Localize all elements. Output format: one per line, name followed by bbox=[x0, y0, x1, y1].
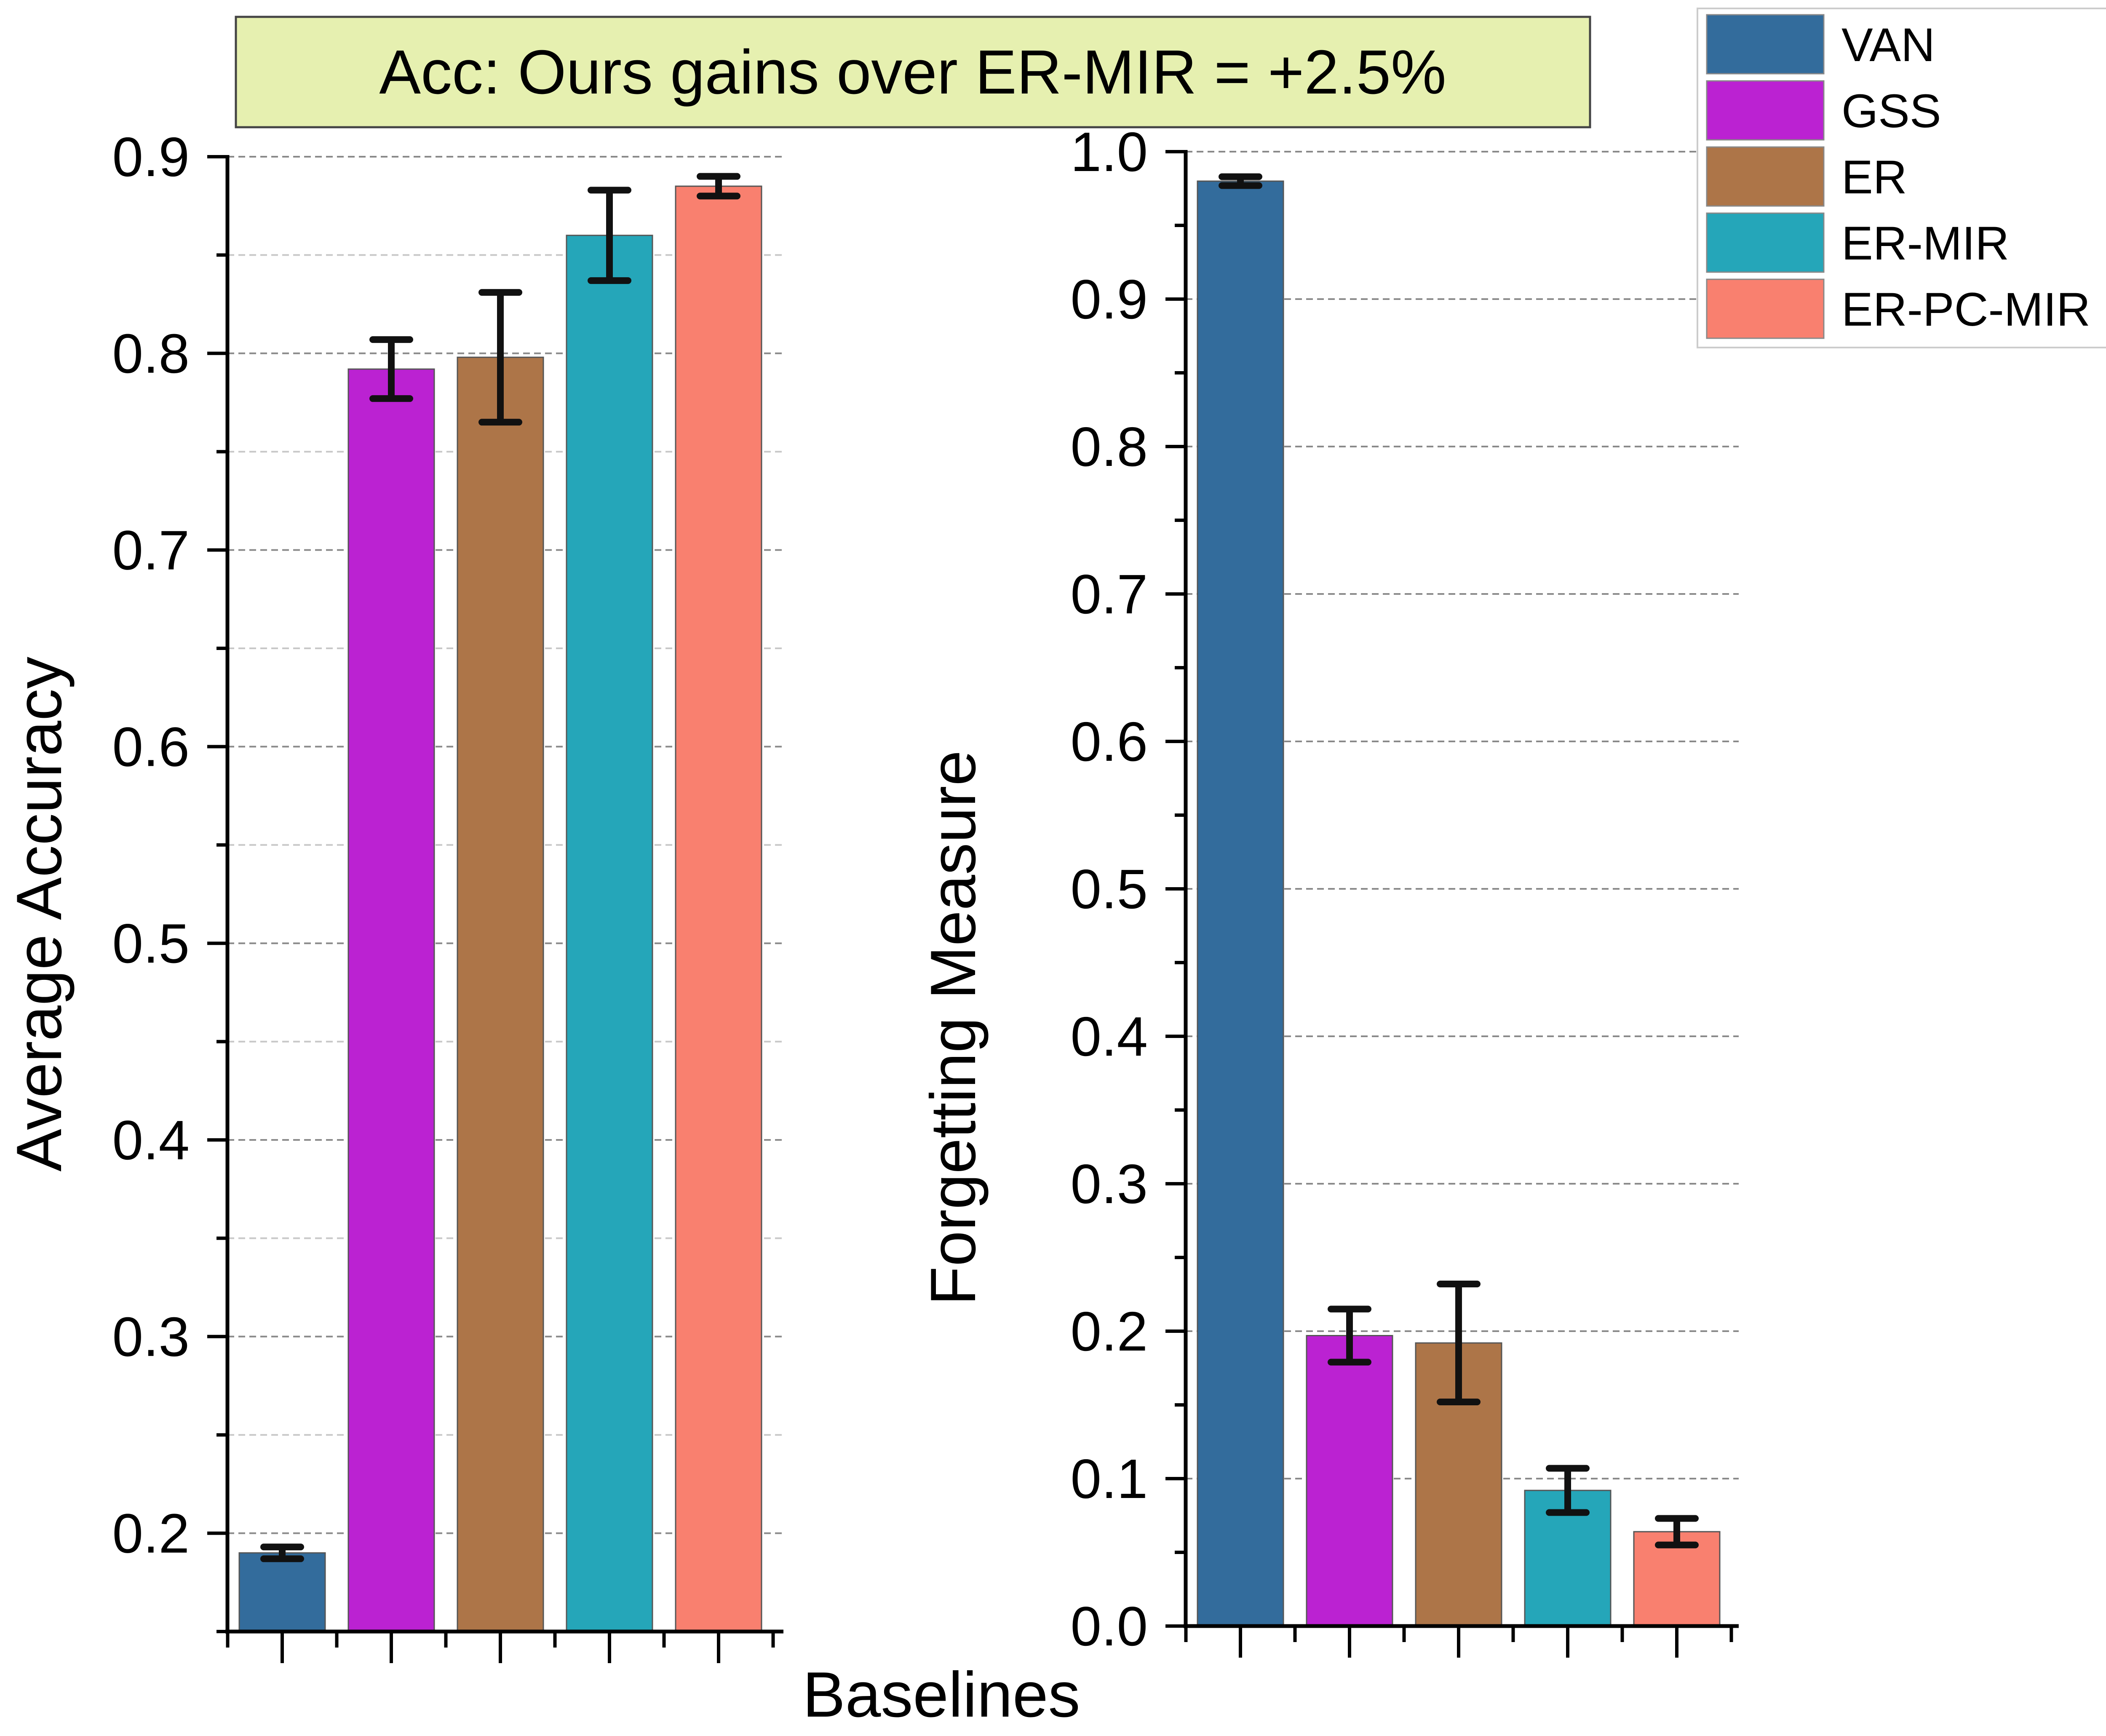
forgetting-y-tick-label: 0.9 bbox=[1071, 268, 1148, 330]
annotation-background bbox=[235, 16, 1591, 128]
accuracy-y-tick-label: 0.3 bbox=[112, 1306, 190, 1368]
forgetting-error-bar-er-pc-mir bbox=[1655, 1515, 1699, 1549]
accuracy-panel: 0.2 0.3 0.4 0.5 0.6 0.7 0.8 0.9 Average Accurac… bbox=[3, 126, 783, 1663]
accuracy-bar-er-mir bbox=[566, 235, 653, 1632]
accuracy-axes bbox=[207, 155, 783, 1663]
accuracy-y-axis-title: Average Accuracy bbox=[3, 657, 75, 1172]
legend-swatch bbox=[1706, 14, 1825, 75]
forgetting-error-bars bbox=[1219, 173, 1699, 1549]
forgetting-error-bar-er bbox=[1437, 1281, 1481, 1405]
legend-item-er: ER bbox=[1706, 146, 1907, 207]
accuracy-bar-van bbox=[238, 1552, 326, 1632]
legend-label: ER-PC-MIR bbox=[1841, 283, 2090, 336]
forgetting-bar-van bbox=[1197, 180, 1284, 1627]
forgetting-tick-labels: 0.0 0.1 0.2 0.3 0.4 0.5 0.6 0.7 0.8 0.9 1.0 bbox=[1071, 121, 1148, 1657]
accuracy-error-bar-er bbox=[478, 289, 522, 426]
forgetting-y-tick-label: 0.6 bbox=[1071, 711, 1148, 773]
accuracy-y-tick-label: 0.8 bbox=[112, 323, 190, 385]
accuracy-y-tick-label: 0.7 bbox=[112, 519, 190, 581]
accuracy-error-bar-van bbox=[260, 1543, 304, 1562]
forgetting-y-tick-label: 0.3 bbox=[1071, 1153, 1148, 1215]
legend-label: ER bbox=[1841, 151, 1907, 203]
legend-item-van: VAN bbox=[1706, 14, 1935, 75]
forgetting-y-tick-label: 0.8 bbox=[1071, 416, 1148, 478]
forgetting-y-tick-label: 0.4 bbox=[1071, 1006, 1148, 1067]
accuracy-y-tick-label: 0.5 bbox=[112, 912, 190, 974]
forgetting-y-tick-label: 0.7 bbox=[1071, 563, 1148, 625]
forgetting-error-bar-van bbox=[1219, 173, 1262, 189]
legend-swatch bbox=[1706, 146, 1825, 207]
forgetting-y-tick-label: 1.0 bbox=[1071, 121, 1148, 183]
accuracy-y-tick-label: 0.4 bbox=[112, 1109, 190, 1171]
forgetting-y-tick-label: 0.0 bbox=[1071, 1595, 1148, 1657]
forgetting-y-tick-label: 0.2 bbox=[1071, 1300, 1148, 1362]
legend-swatch bbox=[1706, 80, 1825, 141]
forgetting-error-bar-er-mir bbox=[1546, 1465, 1590, 1516]
forgetting-y-tick-label: 0.5 bbox=[1071, 858, 1148, 920]
accuracy-error-bar-gss bbox=[369, 336, 413, 402]
legend-item-er-pc-mir: ER-PC-MIR bbox=[1706, 278, 2090, 339]
forgetting-bar-gss bbox=[1306, 1335, 1393, 1627]
annotation-text: Acc: Ours gains over ER-MIR = +2.5% bbox=[379, 37, 1446, 107]
legend: VAN GSS ER ER-MIR ER-PC-MIR bbox=[1697, 8, 2106, 348]
legend-item-er-mir: ER-MIR bbox=[1706, 212, 2009, 273]
forgetting-error-bar-gss bbox=[1328, 1305, 1371, 1366]
forgetting-y-axis-title: Forgetting Measure bbox=[917, 750, 989, 1305]
legend-item-gss: GSS bbox=[1706, 80, 1941, 141]
accuracy-bar-er bbox=[457, 356, 544, 1632]
accuracy-y-tick-label: 0.9 bbox=[112, 126, 190, 188]
accuracy-error-bar-er-pc-mir bbox=[697, 173, 740, 200]
legend-label: VAN bbox=[1841, 19, 1935, 71]
accuracy-bar-er-pc-mir bbox=[675, 185, 762, 1632]
accuracy-bar-gss bbox=[347, 368, 435, 1632]
accuracy-y-tick-label: 0.6 bbox=[112, 716, 190, 778]
forgetting-axes bbox=[1165, 150, 1739, 1658]
annotation-box: Acc: Ours gains over ER-MIR = +2.5% bbox=[235, 16, 1591, 128]
legend-label: GSS bbox=[1841, 85, 1941, 137]
x-axis-title: Baselines bbox=[802, 1659, 1080, 1731]
forgetting-panel: 0.0 0.1 0.2 0.3 0.4 0.5 0.6 0.7 0.8 0.9 1.0 Forget… bbox=[917, 121, 1739, 1658]
accuracy-error-bars bbox=[260, 173, 740, 1562]
forgetting-y-tick-label: 0.1 bbox=[1071, 1448, 1148, 1510]
accuracy-y-tick-label: 0.2 bbox=[112, 1503, 190, 1565]
legend-swatch bbox=[1706, 278, 1825, 339]
accuracy-error-bar-er-mir bbox=[588, 187, 631, 284]
legend-label: ER-MIR bbox=[1841, 217, 2009, 270]
accuracy-tick-labels: 0.2 0.3 0.4 0.5 0.6 0.7 0.8 0.9 bbox=[112, 126, 190, 1565]
legend-swatch bbox=[1706, 212, 1825, 273]
accuracy-bars bbox=[238, 185, 762, 1632]
